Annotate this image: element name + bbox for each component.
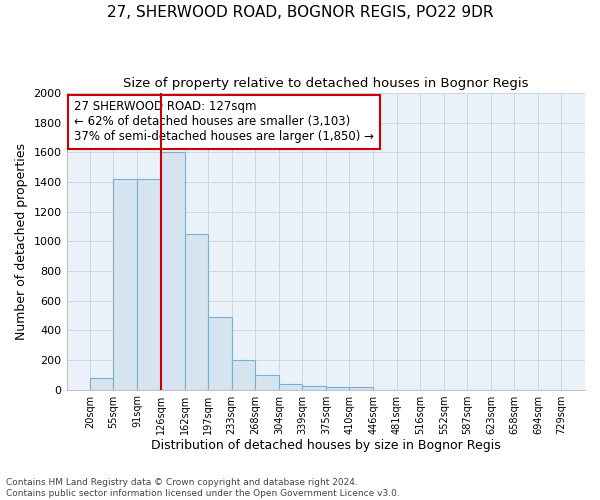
Y-axis label: Number of detached properties: Number of detached properties	[15, 143, 28, 340]
Bar	[161, 152, 185, 390]
X-axis label: Distribution of detached houses by size in Bognor Regis: Distribution of detached houses by size …	[151, 440, 500, 452]
Bar	[137, 179, 161, 390]
Bar	[255, 375, 279, 390]
Text: Contains HM Land Registry data © Crown copyright and database right 2024.
Contai: Contains HM Land Registry data © Crown c…	[6, 478, 400, 498]
Bar	[279, 384, 302, 390]
Bar	[185, 234, 208, 390]
Text: 27 SHERWOOD ROAD: 127sqm
← 62% of detached houses are smaller (3,103)
37% of sem: 27 SHERWOOD ROAD: 127sqm ← 62% of detach…	[74, 100, 374, 144]
Bar	[326, 386, 349, 390]
Text: 27, SHERWOOD ROAD, BOGNOR REGIS, PO22 9DR: 27, SHERWOOD ROAD, BOGNOR REGIS, PO22 9D…	[107, 5, 493, 20]
Title: Size of property relative to detached houses in Bognor Regis: Size of property relative to detached ho…	[123, 78, 529, 90]
Bar	[90, 378, 113, 390]
Bar	[232, 360, 255, 390]
Bar	[113, 179, 137, 390]
Bar	[302, 386, 326, 390]
Bar	[349, 388, 373, 390]
Bar	[208, 317, 232, 390]
